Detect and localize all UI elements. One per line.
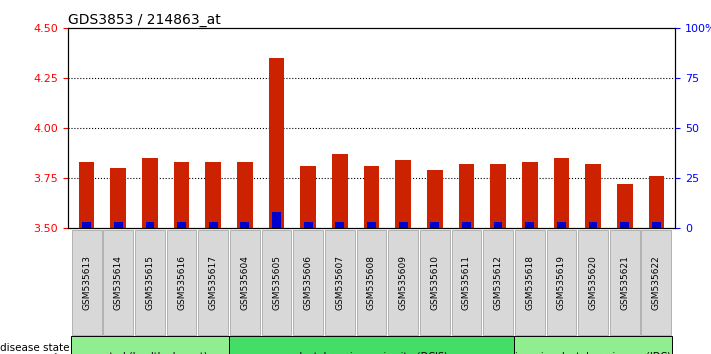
Bar <box>173 162 189 228</box>
Bar <box>300 166 316 228</box>
Text: GSM535611: GSM535611 <box>462 255 471 310</box>
Text: GSM535617: GSM535617 <box>209 255 218 310</box>
Bar <box>304 222 313 228</box>
Text: control (healthy breast): control (healthy breast) <box>92 352 208 354</box>
Bar <box>589 222 597 228</box>
Bar <box>336 222 344 228</box>
Bar <box>427 170 443 228</box>
Bar <box>554 158 570 228</box>
Text: GSM535607: GSM535607 <box>336 255 344 310</box>
Text: GSM535610: GSM535610 <box>430 255 439 310</box>
Text: GSM535620: GSM535620 <box>589 255 598 310</box>
Bar <box>237 162 253 228</box>
Bar <box>585 164 601 228</box>
Text: GSM535618: GSM535618 <box>525 255 534 310</box>
Bar <box>272 212 281 228</box>
Bar <box>522 162 538 228</box>
Text: GSM535622: GSM535622 <box>652 255 661 310</box>
Text: GDS3853 / 214863_at: GDS3853 / 214863_at <box>68 13 220 27</box>
Bar <box>114 222 122 228</box>
Bar <box>525 222 534 228</box>
Bar <box>82 222 91 228</box>
Bar <box>79 162 95 228</box>
Bar <box>490 164 506 228</box>
Bar <box>110 169 126 228</box>
Bar <box>395 160 411 228</box>
Bar <box>146 222 154 228</box>
Text: GSM535616: GSM535616 <box>177 255 186 310</box>
Bar <box>648 176 664 228</box>
Bar <box>363 166 380 228</box>
Bar <box>269 58 284 228</box>
Bar <box>177 222 186 228</box>
Text: GSM535605: GSM535605 <box>272 255 281 310</box>
Bar <box>557 222 566 228</box>
Bar <box>142 158 158 228</box>
Text: GSM535612: GSM535612 <box>493 255 503 310</box>
Text: disease state: disease state <box>0 343 70 353</box>
Text: GSM535619: GSM535619 <box>557 255 566 310</box>
Bar <box>617 184 633 228</box>
Text: GSM535621: GSM535621 <box>620 255 629 310</box>
Text: GSM535606: GSM535606 <box>304 255 313 310</box>
Text: GSM535609: GSM535609 <box>399 255 407 310</box>
Text: invasive ductal carcinoma (IDC): invasive ductal carcinoma (IDC) <box>515 352 671 354</box>
Bar <box>459 164 474 228</box>
Text: GSM535608: GSM535608 <box>367 255 376 310</box>
Bar <box>367 222 376 228</box>
Bar <box>240 222 249 228</box>
Bar <box>462 222 471 228</box>
Bar <box>332 154 348 228</box>
Bar <box>205 162 221 228</box>
Bar <box>494 222 503 228</box>
Text: GSM535604: GSM535604 <box>240 255 250 310</box>
Text: GSM535615: GSM535615 <box>145 255 154 310</box>
Bar <box>399 222 407 228</box>
Text: GSM535614: GSM535614 <box>114 255 123 310</box>
Bar <box>209 222 218 228</box>
Text: ductal carcinoma in situ (DCIS): ductal carcinoma in situ (DCIS) <box>296 352 447 354</box>
Bar <box>430 222 439 228</box>
Bar <box>621 222 629 228</box>
Text: GSM535613: GSM535613 <box>82 255 91 310</box>
Bar <box>652 222 661 228</box>
